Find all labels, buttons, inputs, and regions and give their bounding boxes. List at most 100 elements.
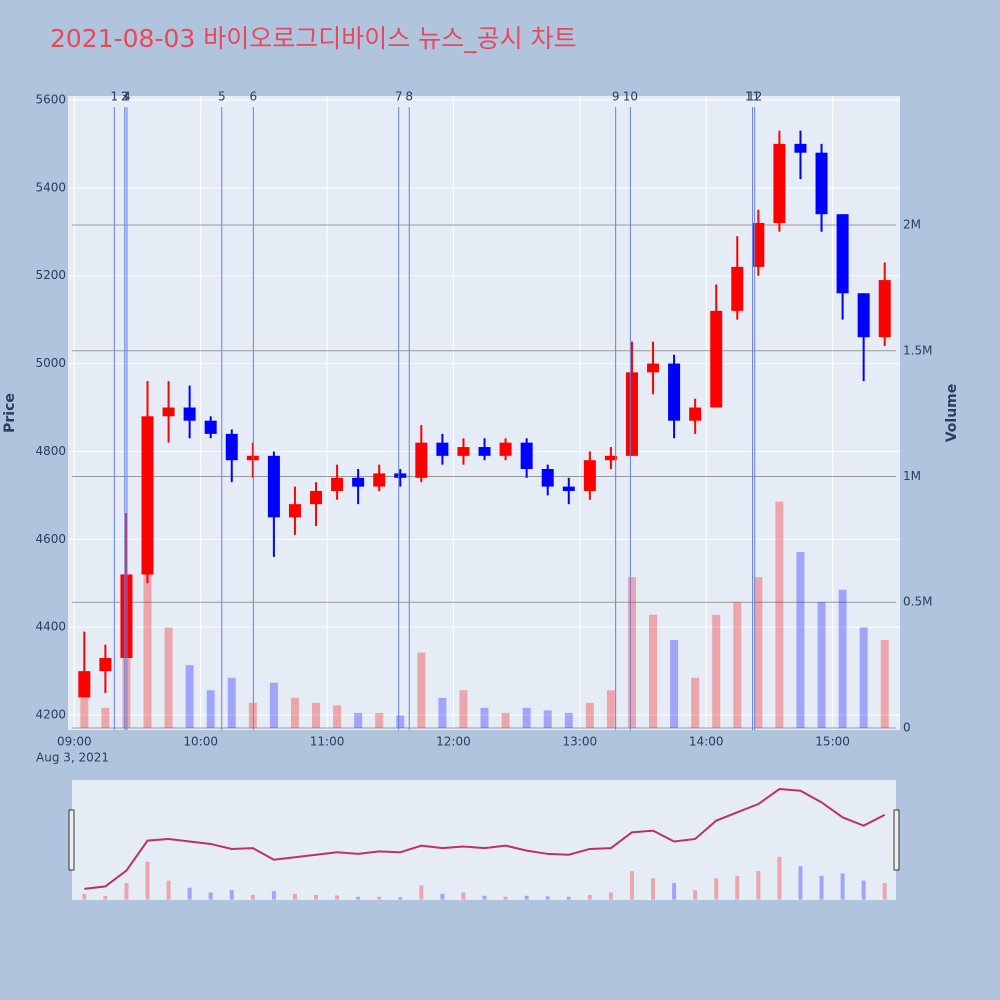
y2-tick-label: 0.5M <box>903 595 932 609</box>
candle-body <box>120 574 133 658</box>
volume-bar <box>417 652 426 728</box>
y2-tick-label: 1M <box>903 469 921 483</box>
volume-bar <box>290 697 299 728</box>
candle-body <box>583 460 596 491</box>
candle-body <box>141 416 154 575</box>
volume-bar <box>817 602 826 728</box>
mini-volume-bar <box>651 878 656 900</box>
y2-tick-label: 2M <box>903 218 921 232</box>
candle-body <box>267 455 280 518</box>
volume-bar <box>206 690 215 728</box>
mini-volume-bar <box>672 882 677 900</box>
volume-bar <box>80 697 89 728</box>
mini-price-line <box>84 788 886 890</box>
volume-bar <box>691 677 700 728</box>
volume-bar <box>859 627 868 728</box>
y-tick-label: 4200 <box>35 708 66 722</box>
mini-volume-bar <box>103 895 108 900</box>
chart-title: 2021-08-03 바이오로그디바이스 뉴스_공시 차트 <box>50 24 577 53</box>
volume-bar <box>627 577 636 728</box>
mini-volume-bar <box>229 890 234 900</box>
mini-volume-bar <box>777 856 782 900</box>
candle-body <box>541 469 554 487</box>
mini-volume-bar <box>440 893 445 900</box>
volume-bar <box>122 639 131 728</box>
volume-bar <box>185 665 194 728</box>
candle-body <box>78 671 91 698</box>
volume-bar <box>375 712 384 728</box>
mini-volume-bar <box>271 891 276 900</box>
candle-body <box>204 420 217 434</box>
candle-body <box>773 143 786 223</box>
candle-body <box>520 442 533 470</box>
mini-volume-bar <box>587 894 592 900</box>
volume-bar <box>438 697 447 728</box>
y-tick-label: 4600 <box>35 532 66 546</box>
mini-volume-bar <box>566 896 571 900</box>
news-label: 3 <box>121 90 129 104</box>
volume-bar <box>733 602 742 728</box>
candle-body <box>668 363 681 421</box>
mini-volume-bar <box>461 892 466 900</box>
candle-body <box>415 442 428 478</box>
candle-body <box>647 363 660 373</box>
volume-bar <box>649 614 658 728</box>
candle-body <box>499 442 512 456</box>
mini-volume-bar <box>419 885 424 900</box>
x-date-label: Aug 3, 2021 <box>36 751 109 765</box>
mini-volume-bar <box>166 880 171 900</box>
news-label: 11 <box>745 90 760 104</box>
mini-volume-bar <box>798 866 803 900</box>
mini-volume-bar <box>882 882 887 900</box>
x-tick-label: 15:00 <box>815 735 850 749</box>
candle-body <box>183 407 196 421</box>
candle-body <box>288 504 301 518</box>
candle-body <box>857 293 870 338</box>
candle-body <box>731 266 744 311</box>
y2-tick-label: 1.5M <box>903 343 932 357</box>
y2-tick-label: 0 <box>903 720 911 734</box>
volume-bar <box>522 707 531 728</box>
x-tick-label: 13:00 <box>563 735 598 749</box>
candle-body <box>352 477 365 487</box>
y-tick-label: 4400 <box>35 620 66 634</box>
volume-bar <box>396 715 405 728</box>
volume-bar <box>775 501 784 728</box>
x-tick-label: 14:00 <box>689 735 724 749</box>
volume-bar <box>796 551 805 728</box>
volume-bar <box>333 705 342 728</box>
mini-volume-bar <box>545 896 550 900</box>
y-axis-title: Price <box>2 393 18 433</box>
candle-body <box>689 407 702 421</box>
y-tick-label: 5000 <box>35 356 66 370</box>
volume-bar <box>585 702 594 728</box>
candle-body <box>478 447 491 456</box>
mini-volume-bar <box>82 893 87 900</box>
mini-volume-bar <box>335 895 340 900</box>
news-label: 7 <box>395 90 403 104</box>
candle-body <box>815 152 828 215</box>
mini-volume-bar <box>629 871 634 900</box>
volume-bar <box>164 627 173 728</box>
candle-body <box>436 442 449 456</box>
candle-body <box>836 214 849 294</box>
mini-volume-bar <box>524 895 529 900</box>
volume-bar <box>543 710 552 728</box>
mini-volume-bar <box>693 890 698 900</box>
mini-volume-bar <box>377 896 382 900</box>
volume-bar <box>754 577 763 728</box>
candle-body <box>394 473 407 478</box>
news-label: 4 <box>123 90 131 104</box>
volume-bar <box>880 639 889 728</box>
y-tick-label: 5200 <box>35 268 66 282</box>
volume-bar <box>501 712 510 728</box>
y-tick-label: 5600 <box>35 92 66 106</box>
candle-body <box>99 657 112 672</box>
news-label: 8 <box>405 90 413 104</box>
mini-volume-bar <box>840 873 845 900</box>
y-tick-label: 4800 <box>35 444 66 458</box>
candle-body <box>604 455 617 461</box>
candle-body <box>625 372 638 456</box>
mini-volume-bar <box>482 895 487 900</box>
